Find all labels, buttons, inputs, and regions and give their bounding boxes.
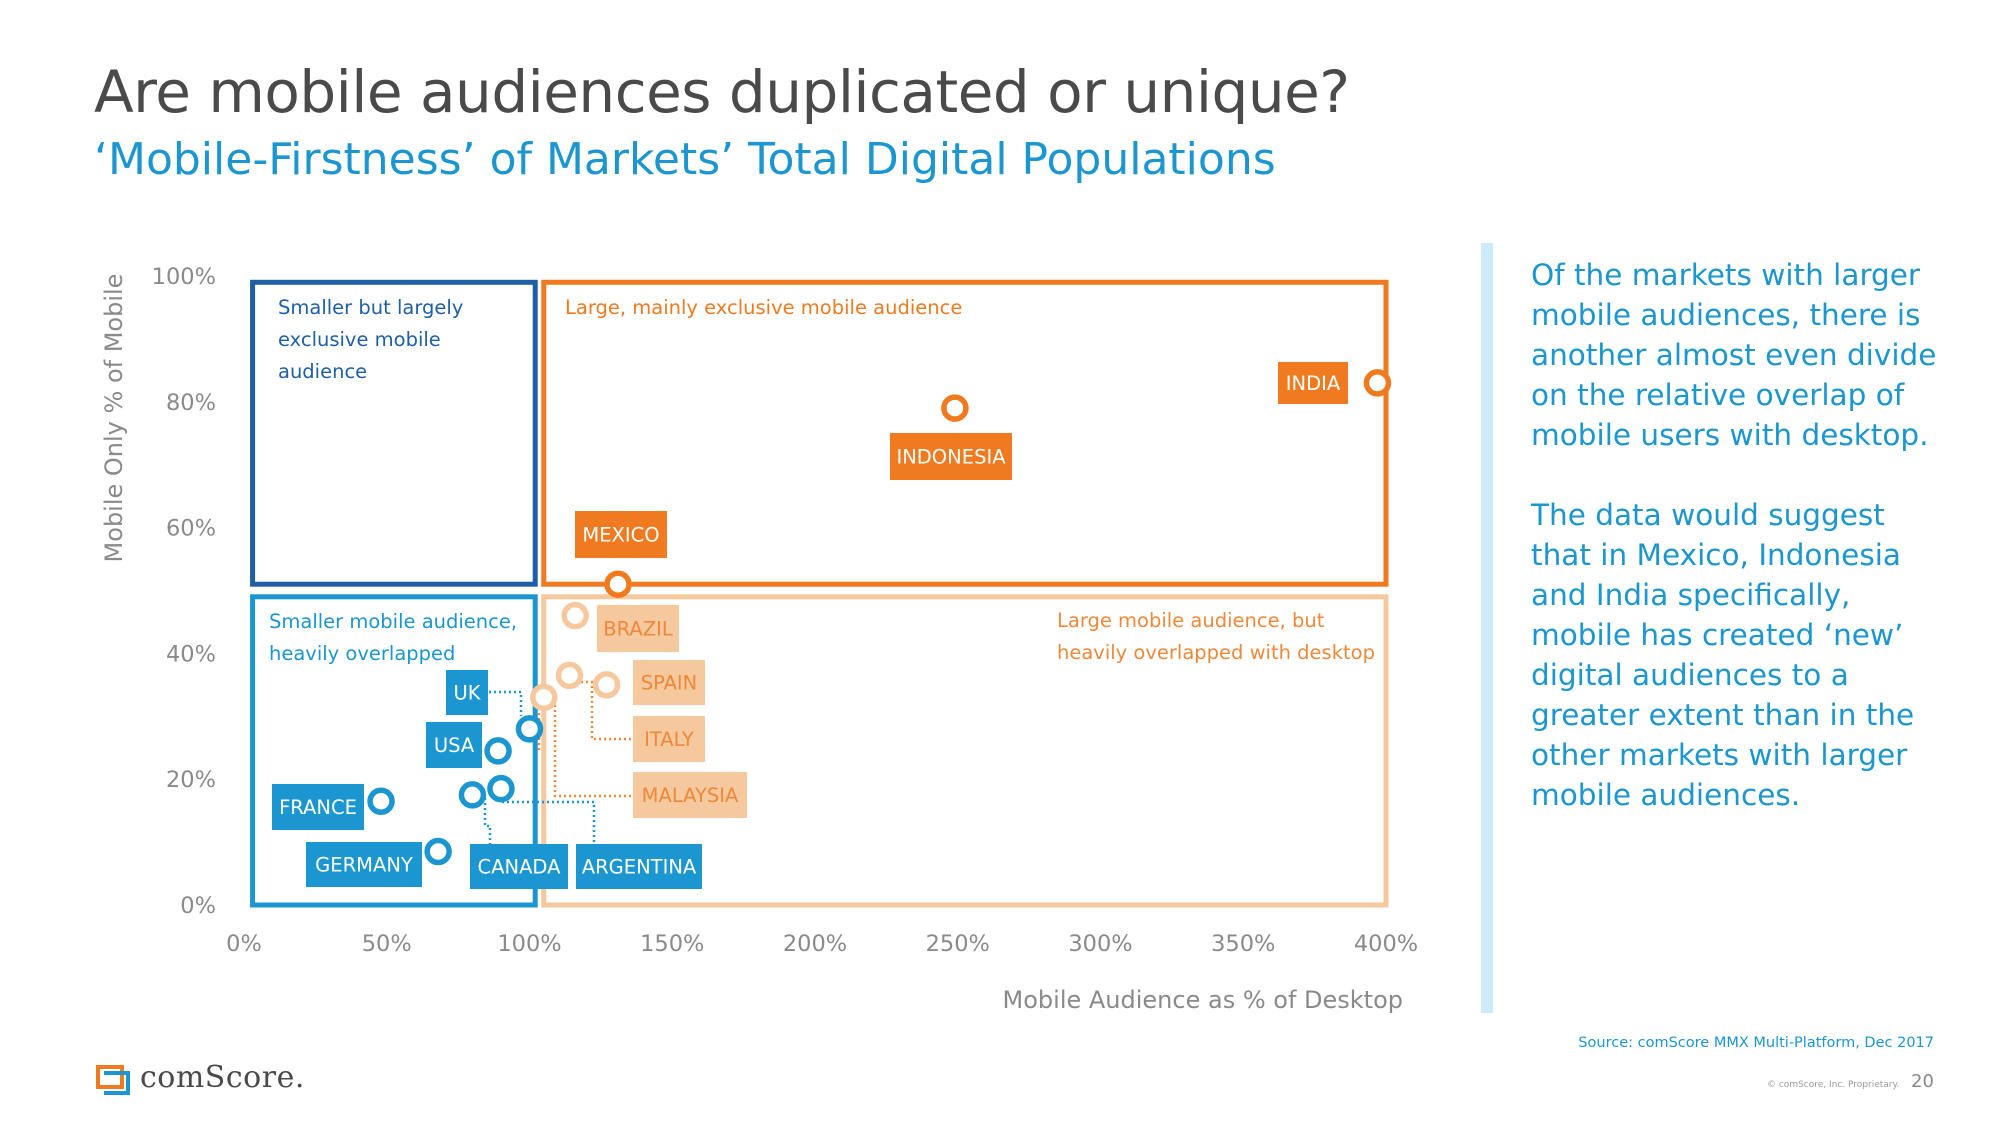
vertical-divider [1481,243,1493,1013]
data-label-indonesia: INDONESIA [896,446,1006,469]
q-bottom-right-label: Large mobile audience, but [1057,609,1325,632]
data-label-usa: USA [434,734,475,757]
label-box-malaysia [633,772,747,818]
label-box-france [272,784,364,830]
label-box-uk [446,670,488,715]
comscore-logo-icon [96,1064,130,1095]
q-top-right-label: Large, mainly exclusive mobile audience [565,296,962,319]
q-bottom-left-label: Smaller mobile audience, [269,610,517,633]
source-note: Source: comScore MMX Multi-Platform, Dec… [1578,1035,1934,1051]
x-tick-label: 0% [226,931,262,957]
data-point-india [1363,369,1392,397]
page-title: Are mobile audiences duplicated or uniqu… [94,58,1350,126]
data-point-indonesia [941,394,969,422]
data-label-canada: CANADA [478,856,562,879]
y-tick-label: 0% [180,893,216,919]
q-bottom-left-box [250,594,538,908]
label-box-usa [426,722,482,768]
y-tick-label: 60% [166,516,216,542]
x-tick-label: 50% [362,931,412,957]
x-axis-title: Mobile Audience as % of Desktop [1003,986,1403,1014]
copyright-note: © comScore, Inc. Proprietary. [1767,1080,1900,1090]
data-point-brazil [561,601,589,630]
data-label-argentina: ARGENTINA [582,856,697,879]
label-box-germany [306,842,422,887]
data-point-france [367,787,395,815]
data-point-germany [424,837,452,866]
y-axis-title: Mobile Only % of Mobile [100,274,128,563]
data-label-italy: ITALY [644,728,694,751]
q-bottom-right-label: heavily overlapped with desktop [1057,641,1375,664]
commentary-paragraph-2: The data would suggest that in Mexico, I… [1531,498,1915,812]
x-tick-label: 350% [1211,931,1275,957]
x-tick-label: 400% [1354,931,1418,957]
data-label-uk: UK [453,682,481,705]
y-tick-label: 80% [166,390,216,416]
data-point-argentina [487,774,515,803]
leader-line [553,700,633,798]
data-label-germany: GERMANY [315,854,413,877]
data-label-mexico: MEXICO [582,524,659,547]
x-tick-label: 300% [1068,931,1132,957]
q-bottom-left-label: heavily overlapped [269,642,455,665]
label-box-mexico [575,511,667,558]
data-label-spain: SPAIN [641,672,698,695]
data-label-malaysia: MALAYSIA [642,784,739,807]
leader-line [489,690,523,716]
x-tick-label: 200% [783,931,847,957]
q-bottom-right-box [541,594,1389,908]
data-label-india: INDIA [1286,372,1341,395]
data-point-canada [458,781,487,809]
label-box-brazil [597,605,679,652]
label-box-india [1278,362,1348,404]
y-tick-label: 20% [166,767,216,793]
comscore-logo-text: comScore. [140,1060,305,1095]
data-point-mexico [604,570,632,598]
q-top-left-label: exclusive mobile [278,328,441,351]
label-box-argentina [576,844,702,889]
comscore-logo: comScore. [94,1060,305,1095]
label-box-canada [470,844,568,889]
data-label-france: FRANCE [279,796,357,819]
scatter-chart: Smaller but largely exclusive mobile audie… [100,264,1418,1014]
label-box-indonesia [890,433,1012,480]
q-top-right-box [541,279,1389,587]
data-label-brazil: BRAZIL [603,618,673,641]
data-point-malaysia [530,683,558,712]
page-number: 20 [1911,1071,1934,1092]
commentary-paragraph-1: Of the markets with larger mobile audien… [1531,258,1937,452]
x-tick-label: 100% [497,931,561,957]
y-tick-label: 100% [152,264,216,290]
data-point-usa [484,737,512,765]
data-point-uk [515,715,544,743]
commentary: Of the markets with larger mobile audien… [1531,255,1951,855]
label-box-spain [633,660,705,705]
q-top-left-box [250,279,538,587]
x-tick-label: 150% [640,931,704,957]
y-tick-label: 40% [166,641,216,667]
label-box-italy [633,716,705,762]
data-point-italy [555,661,584,690]
page-subtitle: ‘Mobile-Firstness’ of Markets’ Total Dig… [94,134,1276,185]
q-top-left-label: audience [278,360,367,383]
q-top-left-label: Smaller but largely [278,296,463,319]
leader-line [502,800,596,844]
x-tick-label: 250% [926,931,990,957]
data-point-spain [592,671,621,699]
